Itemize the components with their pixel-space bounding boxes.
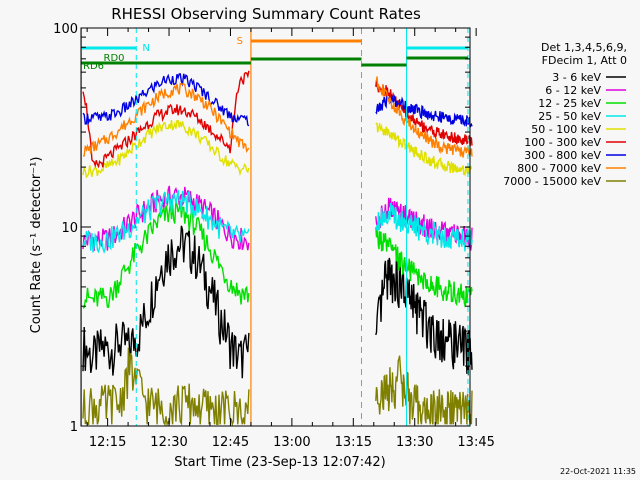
series-300-800-kev-post: [375, 93, 473, 128]
legend-entry-label: 800 - 7000 keV: [517, 162, 601, 175]
legend-header-line-1: Det 1,3,4,5,6,9,: [541, 41, 627, 54]
x-tick-label: 13:15: [335, 435, 372, 450]
legend-entry-label: 7000 - 15000 keV: [503, 175, 601, 188]
flag-label-s: S: [237, 36, 243, 47]
series-25-50-kev-post: [375, 202, 473, 252]
legend-header-line-2: FDecim 1, Att 0: [542, 54, 627, 67]
legend: Det 1,3,4,5,6,9, FDecim 1, Att 0 3 - 6 k…: [503, 41, 627, 188]
legend-entry-label: 25 - 50 keV: [538, 110, 601, 123]
series-100-300-kev-pre: [82, 70, 250, 169]
series-25-50-kev-pre: [82, 189, 250, 254]
series-7000-15000-kev-post: [375, 355, 473, 425]
series-12-25-kev-pre: [82, 200, 250, 309]
x-axis-label: Start Time (23-Sep-13 12:07:42): [174, 455, 385, 470]
series-7000-15000-kev-pre: [82, 347, 250, 427]
timestamp: 22-Oct-2021 11:35: [560, 467, 636, 476]
y-tick-label: 1: [70, 420, 78, 435]
series-800-7000-kev-pre: [82, 82, 250, 157]
legend-entry-label: 3 - 6 keV: [552, 71, 601, 84]
x-axis: 12:15 12:30 12:45 13:00 13:15 13:30 13:45: [86, 28, 495, 450]
flag-label-rd6: RD6: [83, 61, 104, 72]
x-tick-label: 12:45: [212, 435, 249, 450]
series-layer: [82, 70, 473, 427]
series-50-100-kev-pre: [82, 119, 250, 179]
x-tick-label: 12:15: [89, 435, 126, 450]
y-axis-label: Count Rate (s⁻¹ detector⁻¹): [29, 157, 44, 334]
series-6-12-kev-post: [375, 197, 473, 252]
flag-label-n: N: [142, 43, 149, 54]
series-800-7000-kev-post: [375, 76, 473, 158]
flag-label-rd0: RD0: [104, 53, 125, 64]
x-tick-label: 13:30: [396, 435, 433, 450]
x-tick-label: 13:45: [457, 435, 494, 450]
y-tick-label: 10: [61, 221, 78, 236]
legend-entry-label: 100 - 300 keV: [524, 136, 601, 149]
series-50-100-kev-post: [375, 122, 473, 177]
series-12-25-kev-post: [375, 227, 473, 308]
x-tick-label: 13:00: [273, 435, 310, 450]
legend-entry-label: 6 - 12 keV: [545, 84, 601, 97]
series-3-6-kev-post: [375, 257, 473, 376]
chart-title: RHESSI Observing Summary Count Rates: [111, 5, 421, 23]
series-3-6-kev-pre: [82, 225, 250, 379]
series-300-800-kev-pre: [82, 73, 250, 127]
legend-entry-label: 50 - 100 keV: [531, 123, 601, 136]
y-tick-label: 100: [53, 22, 78, 37]
legend-entry-label: 12 - 25 keV: [538, 97, 601, 110]
x-tick-label: 12:30: [150, 435, 187, 450]
y-axis: 1 10 100: [53, 22, 470, 435]
legend-entry-label: 300 - 800 keV: [524, 149, 601, 162]
